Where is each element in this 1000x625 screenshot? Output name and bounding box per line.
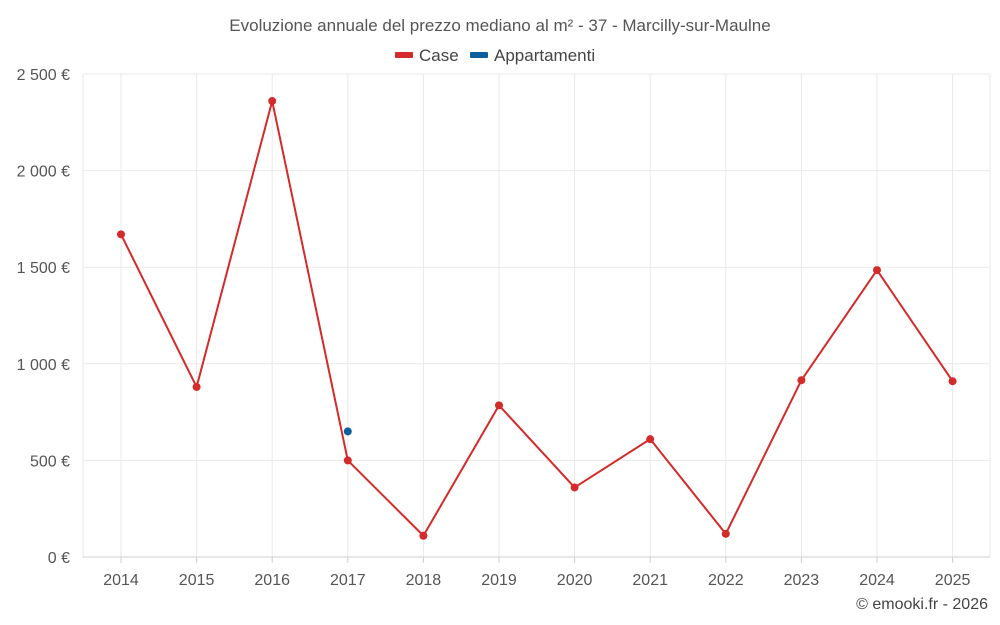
series-line-case <box>120 100 954 537</box>
data-point-case[interactable] <box>117 230 125 239</box>
data-point-case[interactable] <box>948 377 957 386</box>
x-tick-label: 2022 <box>708 572 744 589</box>
x-tick-label: 2017 <box>330 572 366 589</box>
series-layer <box>117 97 957 540</box>
x-tick-label: 2023 <box>784 572 820 589</box>
y-tick-label: 1 500 € <box>17 260 70 277</box>
x-tick-label: 2018 <box>406 572 442 589</box>
y-tick-label: 0 € <box>48 550 70 567</box>
x-tick-label: 2025 <box>935 572 971 589</box>
data-point-case[interactable] <box>721 529 730 538</box>
legend-swatch-case <box>395 52 413 58</box>
data-point-case[interactable] <box>192 382 201 391</box>
data-point-appartamenti[interactable] <box>343 427 352 436</box>
y-axis-labels: 0 € 500 € 1 000 € 1 500 € 2 000 € 2 500 € <box>17 67 70 567</box>
data-point-case[interactable] <box>873 266 881 275</box>
x-tick-label: 2021 <box>632 572 668 589</box>
data-point-case[interactable] <box>495 401 503 410</box>
y-tick-label: 2 500 € <box>17 67 70 84</box>
legend-item-appartamenti[interactable]: Appartamenti <box>470 46 595 65</box>
x-axis-ticks <box>120 557 954 563</box>
legend-label-appartamenti: Appartamenti <box>494 46 595 65</box>
legend: Case Appartamenti <box>395 46 595 65</box>
x-axis-labels: 2014 2015 2016 2017 2018 2019 2020 2021 2022 2023… <box>103 572 970 589</box>
data-point-case[interactable] <box>646 435 655 444</box>
legend-label-case: Case <box>419 46 459 65</box>
data-point-case[interactable] <box>343 456 352 465</box>
data-point-case[interactable] <box>268 97 277 106</box>
x-tick-label: 2015 <box>179 572 215 589</box>
x-tick-label: 2020 <box>557 572 593 589</box>
legend-item-case[interactable]: Case <box>395 46 459 65</box>
y-tick-label: 2 000 € <box>17 164 70 181</box>
x-tick-label: 2024 <box>859 572 895 589</box>
legend-swatch-appartamenti <box>470 52 488 58</box>
x-tick-label: 2014 <box>103 572 139 589</box>
y-tick-label: 1 000 € <box>17 357 70 374</box>
credit-text: © emooki.fr - 2026 <box>856 596 988 613</box>
x-gridlines <box>82 74 991 557</box>
y-tick-label: 500 € <box>30 453 70 470</box>
y-gridlines <box>83 73 990 461</box>
x-tick-label: 2016 <box>254 572 290 589</box>
data-point-case[interactable] <box>570 483 579 492</box>
data-point-case[interactable] <box>797 376 806 385</box>
x-tick-label: 2019 <box>481 572 517 589</box>
data-point-case[interactable] <box>419 531 428 540</box>
chart-title: Evoluzione annuale del prezzo mediano al… <box>229 16 770 35</box>
